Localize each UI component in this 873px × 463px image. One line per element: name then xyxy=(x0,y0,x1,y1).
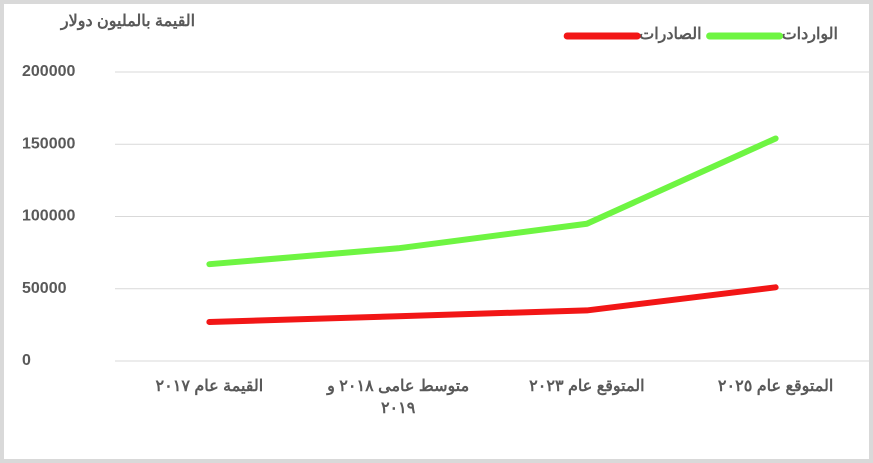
y-tick-label: 150000 xyxy=(22,135,75,152)
y-tick-label: 100000 xyxy=(22,208,75,225)
line-series xyxy=(206,284,779,325)
x-tick-label: القيمة عام ٢٠١٧ xyxy=(155,378,264,395)
x-tick-label: متوسط عامى ٢٠١٨ و ٢٠١٩ xyxy=(327,378,470,417)
line-series xyxy=(206,135,779,268)
y-tick-label: 50000 xyxy=(22,280,67,297)
y-tick-label: 200000 xyxy=(22,63,75,80)
x-tick-label: المتوقع عام ٢٠٢٣ xyxy=(529,378,645,395)
x-tick-label: المتوقع عام ٢٠٢٥ xyxy=(717,378,834,395)
y-tick-label: 0 xyxy=(22,352,31,369)
legend-label: الواردات xyxy=(782,26,838,44)
legend-label: الصادرات xyxy=(639,26,701,44)
chart-title: القيمة بالمليون دولار xyxy=(60,13,195,31)
